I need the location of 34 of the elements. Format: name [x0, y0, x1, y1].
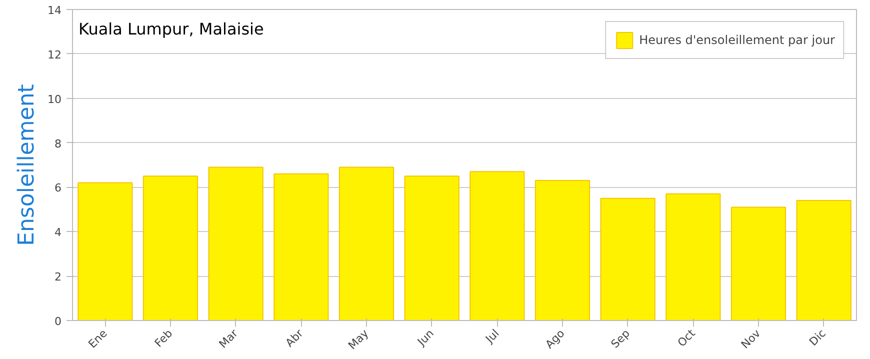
x-tick-label: Sep: [608, 326, 632, 351]
bar: [78, 182, 133, 320]
text: Kuala Lumpur, Malaisie: [78, 20, 264, 38]
y-tick-label: 8: [54, 137, 62, 150]
x-tick-label: Nov: [738, 326, 764, 352]
x-tick-label: Mar: [216, 326, 241, 351]
bar: [338, 166, 394, 320]
bar: [730, 206, 786, 320]
y-axis-title: Ensoleillement: [14, 84, 40, 246]
bar: [666, 193, 721, 320]
x-tick-label: Ago: [542, 326, 568, 352]
x-tick-label: Abr: [283, 326, 306, 350]
y-tick-label: 4: [54, 226, 62, 240]
y-tick-label: 0: [54, 315, 62, 328]
legend-label: Heures d'ensoleillement par jour: [639, 33, 835, 47]
x-tick-label: Jun: [414, 326, 436, 349]
bar: [470, 171, 525, 320]
bar: [600, 198, 656, 320]
bar: [534, 180, 590, 320]
x-tick-label: Oct: [675, 326, 698, 350]
y-tick-label: 10: [48, 92, 62, 106]
bar: [208, 166, 264, 320]
bar: [142, 176, 198, 320]
bar: [404, 176, 460, 320]
bar: [274, 173, 329, 320]
bar: [796, 200, 852, 320]
y-tick-label: 12: [48, 48, 62, 62]
y-tick-label: 2: [54, 270, 62, 284]
x-tick-label: Feb: [152, 326, 176, 350]
y-tick-label: 14: [48, 4, 62, 17]
x-tick-label: Ene: [86, 326, 110, 351]
y-tick-label: 6: [54, 182, 62, 195]
x-tick-label: Jul: [482, 326, 502, 346]
x-tick-label: Dic: [806, 326, 828, 349]
